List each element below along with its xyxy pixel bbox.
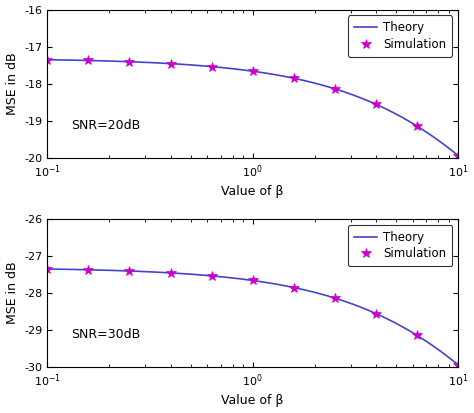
Theory (61, 57, 66, 62)
Simulation (456, 363, 461, 368)
Theory (420, 128, 426, 133)
Simulation (45, 57, 50, 62)
Simulation (209, 64, 214, 69)
Theory (456, 363, 461, 368)
X-axis label: Value of β: Value of β (221, 185, 284, 198)
Simulation (373, 311, 379, 316)
Theory (69, 58, 75, 63)
Simulation (414, 333, 420, 338)
Theory (435, 137, 440, 142)
Simulation (209, 273, 214, 278)
Legend: Theory, Simulation: Theory, Simulation (348, 225, 452, 266)
Line: Simulation: Simulation (42, 55, 463, 161)
Simulation (373, 102, 379, 107)
Theory (45, 266, 50, 271)
Simulation (291, 285, 297, 290)
Simulation (332, 86, 338, 91)
Simulation (414, 123, 420, 128)
X-axis label: Value of β: Value of β (221, 394, 284, 408)
Simulation (456, 153, 461, 158)
Simulation (250, 69, 255, 74)
Line: Simulation: Simulation (42, 264, 463, 370)
Simulation (127, 268, 132, 273)
Line: Theory: Theory (47, 60, 458, 156)
Theory (420, 337, 426, 342)
Text: SNR=20dB: SNR=20dB (71, 119, 140, 132)
Simulation (85, 267, 91, 272)
Theory (121, 268, 127, 273)
Simulation (250, 278, 255, 283)
Theory (121, 59, 127, 64)
Y-axis label: MSE in dB: MSE in dB (6, 262, 18, 325)
Theory (69, 267, 75, 272)
Simulation (168, 61, 173, 66)
Simulation (291, 76, 297, 81)
Simulation (168, 271, 173, 275)
Theory (456, 153, 461, 158)
Theory (154, 60, 160, 65)
Legend: Theory, Simulation: Theory, Simulation (348, 15, 452, 57)
Simulation (45, 266, 50, 271)
Simulation (127, 59, 132, 64)
Theory (45, 57, 50, 62)
Simulation (85, 58, 91, 63)
Text: SNR=30dB: SNR=30dB (71, 328, 140, 342)
Line: Theory: Theory (47, 269, 458, 365)
Theory (154, 270, 160, 275)
Theory (61, 267, 66, 272)
Theory (435, 347, 440, 351)
Y-axis label: MSE in dB: MSE in dB (6, 52, 18, 115)
Simulation (332, 296, 338, 301)
